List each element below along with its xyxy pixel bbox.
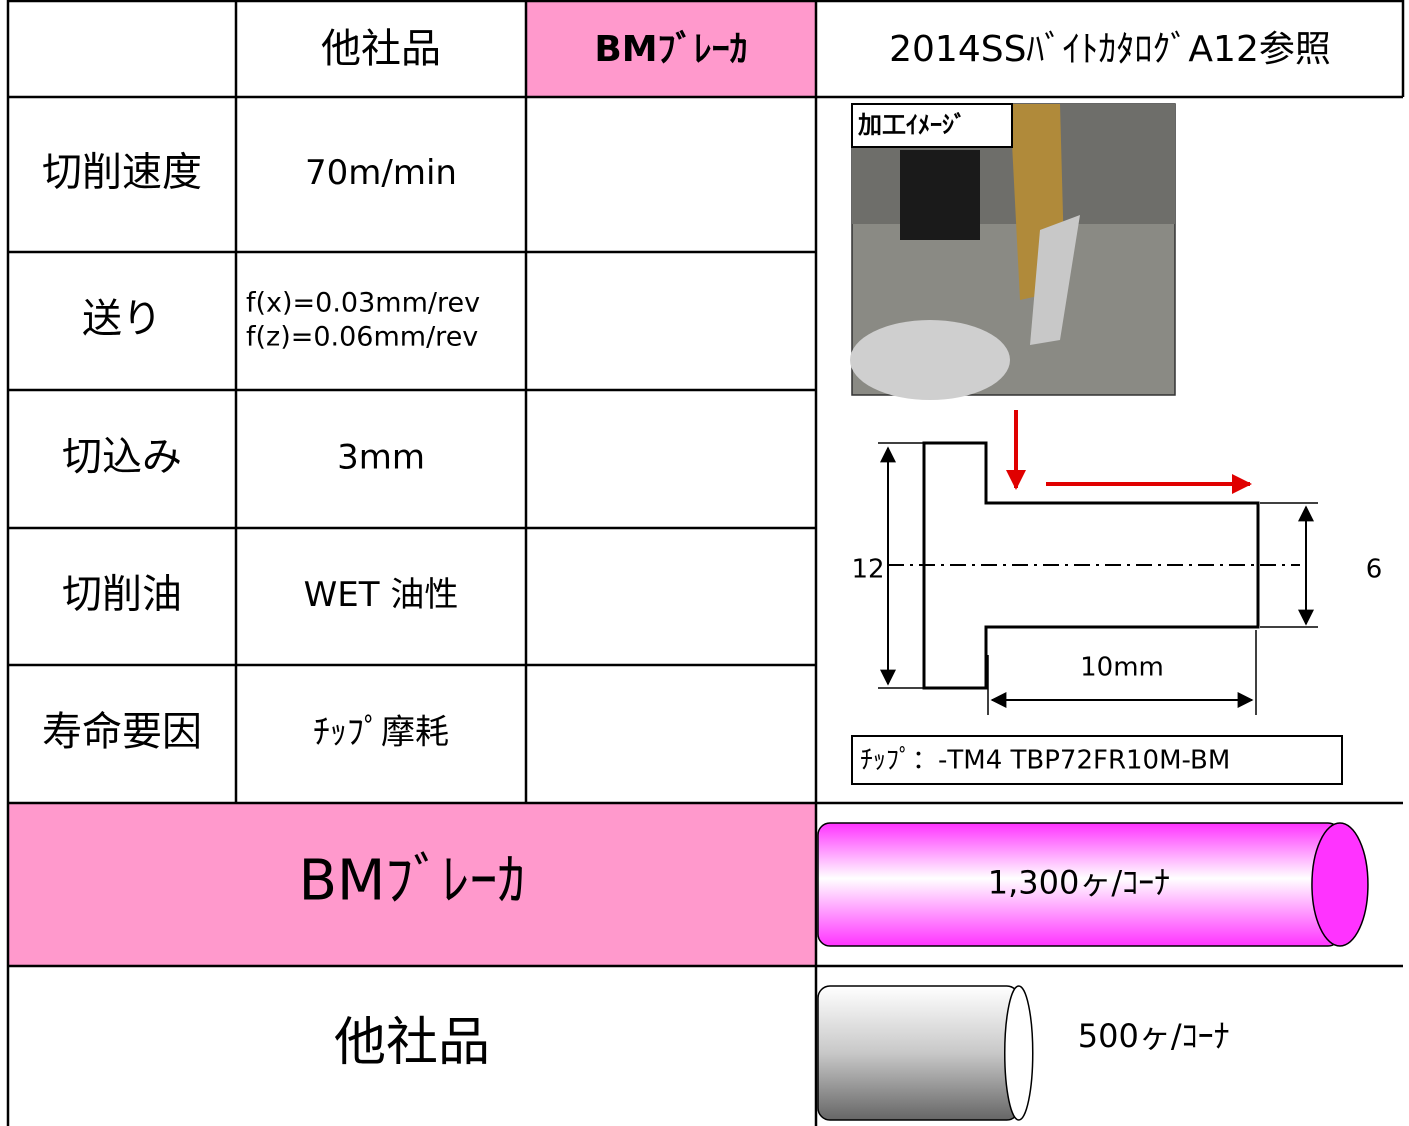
life-label: 1,300ヶ/ｺｰﾅ <box>988 864 1170 902</box>
row-value: ﾁｯﾌﾟ摩耗 <box>313 713 449 753</box>
table-grid <box>6 0 1405 1126</box>
row-label: 送り <box>82 296 162 342</box>
machining-photo: 加工ｲﾒｰｼﾞ <box>850 103 1176 400</box>
cylinder-end <box>1311 822 1369 947</box>
length: 10mm <box>1080 653 1164 683</box>
tip-text: ﾁｯﾌﾟ：-TM4 TBP72FR10M-BM <box>860 746 1230 776</box>
shaft-diagram <box>878 410 1318 715</box>
life-name: BMﾌﾞﾚｰｶ <box>299 849 526 914</box>
row-label: 切削油 <box>62 572 182 618</box>
row-label: 切込み <box>62 434 182 480</box>
life-label: 500ヶ/ｺｰﾅ <box>1078 1017 1230 1055</box>
row-label: 切削速度 <box>42 150 202 196</box>
row-value: WET 油性 <box>304 575 459 615</box>
life-cylinder <box>817 985 1020 1121</box>
row-value: 70m/min <box>305 153 457 193</box>
tip-box <box>851 735 1343 785</box>
row-value: 3mm <box>337 438 425 478</box>
header-competitor: 他社品 <box>321 26 441 72</box>
life-name: 他社品 <box>334 1013 490 1073</box>
photo-label: 加工ｲﾒｰｼﾞ <box>858 111 966 139</box>
header-reference: 2014SSﾊﾞｲﾄｶﾀﾛｸﾞA12参照 <box>889 29 1331 70</box>
header-highlight <box>526 1 816 97</box>
bm-row-fill <box>8 803 816 966</box>
outer-diameter: 12 <box>851 555 884 585</box>
cylinder-end <box>1004 985 1034 1121</box>
header-bm: BMﾌﾞﾚｰｶ <box>594 28 747 70</box>
row-label: 寿命要因 <box>42 709 202 755</box>
row-value-line: f(z)=0.06mm/rev <box>246 322 478 353</box>
row-value-line: f(x)=0.03mm/rev <box>246 288 480 319</box>
inner-diameter: 6 <box>1366 555 1383 585</box>
